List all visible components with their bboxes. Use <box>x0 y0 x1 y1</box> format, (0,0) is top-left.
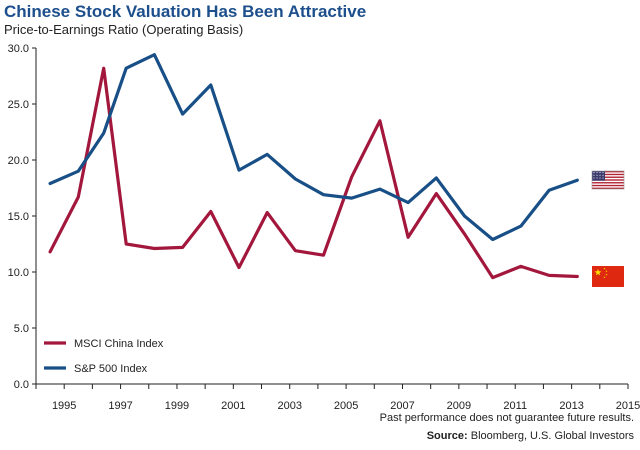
y-tick-label: 25.0 <box>8 99 29 111</box>
x-tick-label: 2015 <box>616 400 640 412</box>
x-tick-label: 2001 <box>221 400 245 412</box>
chart-legend: MSCI China Index S&P 500 Index <box>44 338 164 375</box>
legend-label: MSCI China Index <box>74 338 164 350</box>
flags-layer <box>591 170 625 287</box>
chart-subtitle: Price-to-Earnings Ratio (Operating Basis… <box>4 22 244 37</box>
series-line-sp500 <box>48 53 579 242</box>
series-line-msci-china <box>48 66 579 280</box>
y-tick-label: 5.0 <box>14 323 29 335</box>
us-flag-icon <box>591 170 625 190</box>
source-line: Source: Bloomberg, U.S. Global Investors <box>427 430 634 442</box>
x-tick-label: 2011 <box>503 400 527 412</box>
x-tick-label: 2013 <box>559 400 583 412</box>
series-layer <box>48 53 579 280</box>
x-tick-label: 1997 <box>108 400 132 412</box>
y-tick-label: 15.0 <box>8 211 29 223</box>
y-tick-label: 0.0 <box>14 379 29 391</box>
y-tick-label: 30.0 <box>8 43 29 55</box>
x-tick-label: 2005 <box>334 400 358 412</box>
x-tick-label: 2009 <box>447 400 471 412</box>
disclaimer-note: Past performance does not guarantee futu… <box>379 412 634 424</box>
chart-title: Chinese Stock Valuation Has Been Attract… <box>4 2 367 21</box>
y-tick-label: 20.0 <box>8 155 29 167</box>
x-tick-label: 1999 <box>165 400 189 412</box>
source-text: Bloomberg, U.S. Global Investors <box>470 430 634 442</box>
x-tick-label: 2007 <box>390 400 414 412</box>
x-tick-label: 2003 <box>277 400 301 412</box>
source-label: Source: <box>426 430 468 442</box>
y-tick-label: 10.0 <box>8 267 29 279</box>
china-flag-icon <box>592 266 624 287</box>
legend-label: S&P 500 Index <box>74 363 148 375</box>
chart-axes: 0.0 5.0 10.0 15.0 20.0 25.0 30.0 1995 1997 1999 20… <box>8 43 640 412</box>
x-tick-label: 1995 <box>52 400 76 412</box>
